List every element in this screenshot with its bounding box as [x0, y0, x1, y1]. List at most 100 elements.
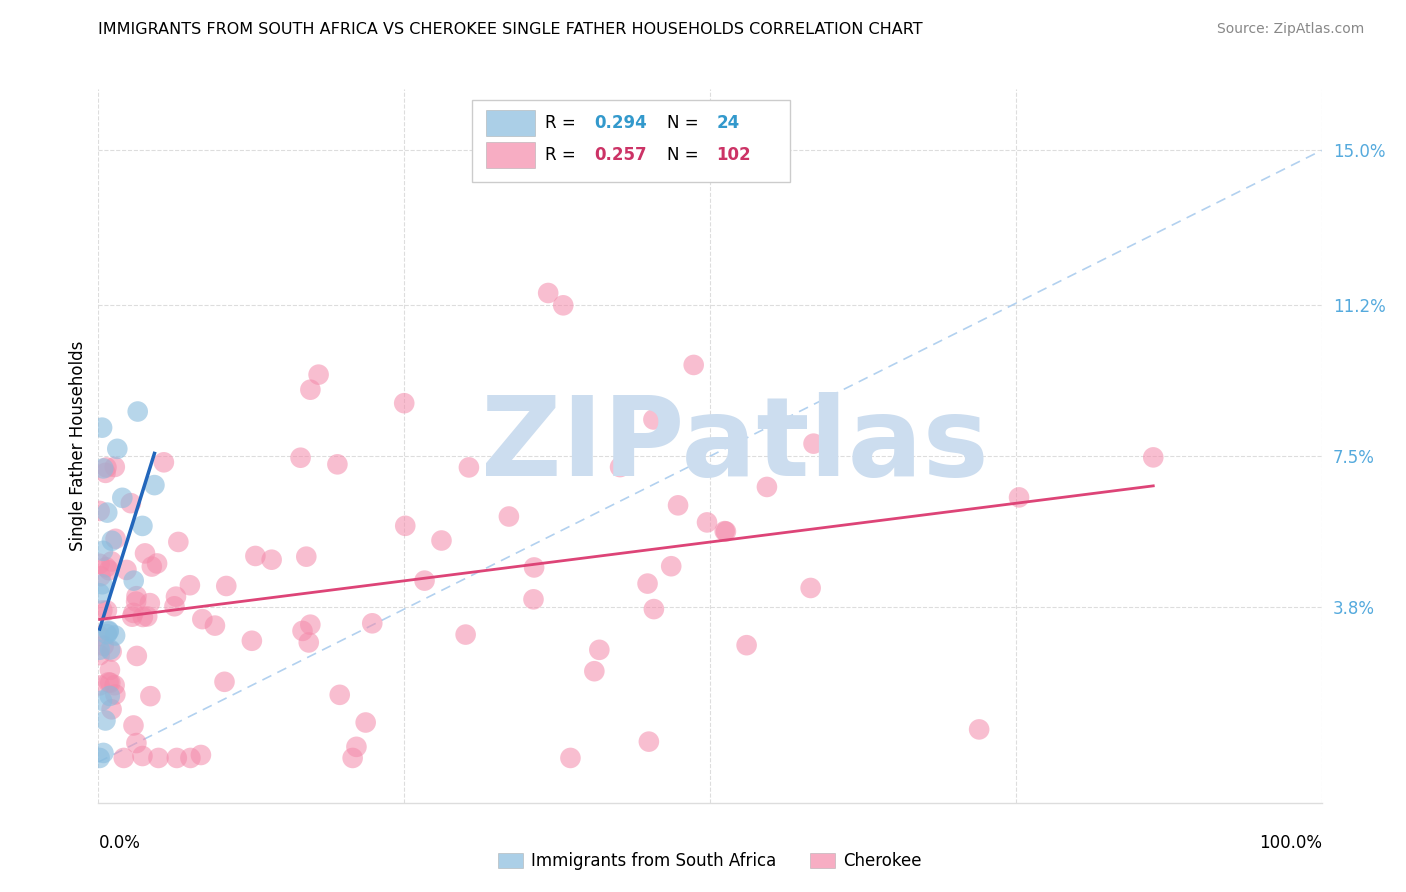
Point: [153, 455, 176, 469]
Point: [125, 594, 148, 608]
Text: 24: 24: [716, 114, 740, 132]
Point: [637, 576, 659, 591]
Point: [104, 678, 127, 692]
Point: [100, 554, 122, 568]
Point: [291, 624, 314, 638]
Point: [96, 506, 118, 520]
Text: 0.294: 0.294: [593, 114, 647, 132]
Text: ZIPatlas: ZIPatlas: [481, 392, 988, 500]
Point: [967, 723, 990, 737]
Point: [329, 688, 352, 702]
Point: [1142, 450, 1164, 465]
Point: [215, 579, 238, 593]
Point: [361, 616, 384, 631]
Point: [139, 689, 162, 703]
Point: [643, 412, 665, 426]
Point: [498, 509, 520, 524]
Point: [143, 478, 166, 492]
Point: [122, 606, 145, 620]
Point: [588, 643, 610, 657]
Text: IMMIGRANTS FROM SOUTH AFRICA VS CHEROKEE SINGLE FATHER HOUSEHOLDS CORRELATION CH: IMMIGRANTS FROM SOUTH AFRICA VS CHEROKEE…: [98, 22, 924, 37]
Point: [122, 574, 145, 588]
Point: [132, 610, 155, 624]
Point: [713, 524, 735, 538]
Point: [89, 648, 111, 662]
Point: [148, 751, 170, 765]
Point: [522, 592, 544, 607]
Point: [125, 736, 148, 750]
Text: 0.257: 0.257: [593, 146, 647, 164]
Point: [714, 524, 737, 539]
Point: [163, 599, 186, 614]
Text: N =: N =: [668, 114, 704, 132]
Point: [89, 504, 111, 518]
Point: [91, 544, 114, 558]
Point: [98, 642, 121, 657]
Point: [94, 466, 117, 480]
Text: 102: 102: [716, 146, 751, 164]
Point: [659, 559, 682, 574]
Point: [136, 609, 159, 624]
Point: [121, 609, 143, 624]
Point: [122, 718, 145, 732]
Point: [105, 442, 128, 456]
Point: [91, 420, 114, 434]
Point: [112, 751, 135, 765]
Point: [96, 603, 118, 617]
Point: [179, 751, 201, 765]
Point: [104, 532, 127, 546]
Point: [100, 702, 122, 716]
Point: [131, 519, 153, 533]
Point: [298, 635, 321, 649]
Point: [696, 516, 718, 530]
Point: [167, 535, 190, 549]
Point: [326, 458, 349, 472]
Point: [100, 644, 122, 658]
Point: [96, 460, 118, 475]
Point: [430, 533, 453, 548]
Point: [755, 480, 778, 494]
Point: [454, 627, 477, 641]
Legend: Immigrants from South Africa, Cherokee: Immigrants from South Africa, Cherokee: [492, 846, 928, 877]
Point: [125, 589, 148, 603]
Point: [125, 648, 148, 663]
FancyBboxPatch shape: [486, 110, 536, 136]
Point: [96, 560, 118, 574]
Point: [803, 436, 825, 450]
Point: [290, 450, 312, 465]
Point: [637, 734, 661, 748]
Point: [98, 675, 121, 690]
Point: [97, 675, 120, 690]
Point: [98, 563, 121, 577]
Point: [342, 751, 364, 765]
Point: [643, 602, 665, 616]
Point: [260, 552, 283, 566]
Point: [240, 633, 263, 648]
Point: [553, 298, 575, 312]
Point: [94, 714, 117, 728]
Point: [146, 557, 169, 571]
Point: [800, 581, 823, 595]
Point: [354, 715, 377, 730]
Point: [91, 603, 114, 617]
Point: [523, 560, 546, 574]
Point: [97, 624, 120, 639]
Point: [93, 639, 115, 653]
Point: [89, 557, 111, 571]
Point: [299, 383, 322, 397]
Point: [214, 674, 236, 689]
Point: [165, 590, 187, 604]
Point: [245, 549, 267, 563]
Point: [1008, 491, 1031, 505]
Point: [666, 499, 689, 513]
Point: [141, 559, 163, 574]
Point: [583, 664, 606, 678]
Point: [134, 546, 156, 560]
Point: [191, 612, 214, 626]
Point: [89, 586, 111, 600]
Point: [98, 689, 121, 703]
Point: [131, 749, 153, 764]
Y-axis label: Single Father Households: Single Father Households: [69, 341, 87, 551]
Point: [295, 549, 318, 564]
Point: [190, 747, 212, 762]
